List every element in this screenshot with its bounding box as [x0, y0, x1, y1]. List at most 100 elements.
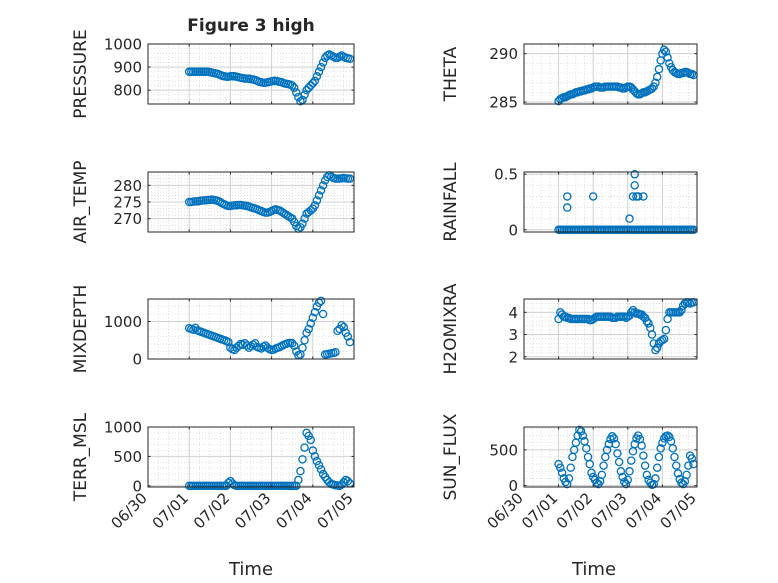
data-point — [308, 313, 318, 322]
data-point — [300, 214, 309, 223]
y-tick-label: 0.5 — [494, 166, 518, 184]
data-point — [611, 439, 620, 449]
data-point — [582, 444, 591, 453]
data-point — [304, 431, 313, 441]
data-point — [564, 474, 574, 483]
data-point — [658, 335, 667, 345]
data-point — [640, 461, 650, 470]
data-point — [623, 475, 633, 485]
figure-title: Figure 3 high — [187, 16, 315, 36]
data-point — [294, 475, 303, 485]
data-point — [652, 72, 662, 82]
y-axis-label: RAINFALL — [441, 162, 461, 242]
data-point — [628, 192, 638, 201]
data-point — [312, 72, 322, 81]
data-series — [554, 425, 698, 490]
axes-box — [523, 298, 698, 360]
y-tick-label: 0 — [508, 477, 518, 495]
data-point — [292, 88, 301, 97]
data-point — [189, 325, 198, 334]
data-point — [673, 469, 683, 478]
y-tick-label: 275 — [113, 194, 142, 212]
data-point — [343, 332, 353, 341]
axes-box — [523, 171, 698, 233]
data-point — [242, 341, 252, 350]
data-point — [310, 307, 320, 317]
data-point — [337, 480, 346, 489]
data-point — [285, 213, 295, 222]
data-point — [677, 305, 686, 315]
y-tick-label: 3 — [508, 326, 518, 344]
data-point — [620, 312, 629, 322]
data-point — [333, 326, 342, 336]
data-point — [654, 452, 664, 462]
data-point — [597, 470, 607, 480]
data-point — [578, 431, 588, 440]
data-point — [633, 192, 643, 201]
data-point — [310, 201, 320, 210]
data-point — [316, 62, 326, 72]
data-point — [339, 322, 348, 332]
data-point — [312, 196, 322, 205]
data-point — [651, 78, 660, 87]
data-point — [316, 296, 326, 306]
data-point — [659, 334, 669, 344]
data-point — [647, 330, 657, 339]
data-point — [614, 457, 624, 467]
data-point — [630, 181, 639, 190]
data-point — [642, 316, 652, 326]
data-point — [343, 476, 353, 486]
y-axis-label: TERR_MSL — [71, 412, 91, 502]
data-point — [661, 47, 671, 56]
data-point — [658, 438, 667, 447]
data-point — [670, 452, 679, 462]
data-point — [296, 466, 305, 476]
data-point — [649, 479, 659, 489]
data-series — [184, 428, 355, 491]
data-point — [587, 468, 596, 477]
y-tick-label: 1000 — [104, 36, 142, 54]
data-point — [684, 461, 693, 470]
axes-box — [147, 43, 355, 105]
data-point — [642, 470, 652, 480]
data-series — [184, 50, 355, 106]
subplot-2: 285 290 THETA — [441, 43, 698, 112]
x-axis-label-left: Time — [228, 559, 273, 580]
data-point — [566, 463, 575, 472]
data-series — [554, 45, 698, 106]
data-point — [300, 335, 309, 345]
data-point — [318, 309, 328, 319]
y-axis-label: PRESSURE — [71, 29, 91, 118]
data-point — [290, 341, 299, 351]
data-point — [656, 444, 665, 453]
data-point — [665, 59, 674, 68]
data-point — [687, 454, 697, 463]
data-point — [621, 479, 631, 489]
data-point — [298, 219, 307, 228]
data-point — [314, 67, 324, 76]
data-point — [306, 435, 315, 445]
y-tick-label: 500 — [113, 448, 142, 466]
data-point — [345, 174, 355, 183]
data-series — [184, 296, 355, 360]
x-axis-label-right: Time — [571, 559, 616, 580]
data-point — [585, 459, 594, 469]
data-point — [304, 324, 313, 334]
data-point — [318, 181, 328, 190]
subplot-1: 800 900 1000 PRESSURE — [71, 29, 355, 119]
data-point — [663, 53, 672, 62]
subplot-5: 0 1000 MIXDEPTH — [71, 285, 355, 373]
data-point — [654, 64, 664, 74]
data-point — [576, 427, 586, 436]
data-point — [649, 82, 659, 91]
y-tick-label: 1000 — [104, 313, 142, 331]
data-point — [314, 460, 324, 470]
data-point — [637, 441, 646, 450]
data-point — [588, 192, 598, 201]
axes-box — [523, 43, 698, 105]
data-point — [314, 191, 324, 200]
data-point — [345, 337, 355, 347]
y-tick-label: 900 — [113, 59, 142, 77]
